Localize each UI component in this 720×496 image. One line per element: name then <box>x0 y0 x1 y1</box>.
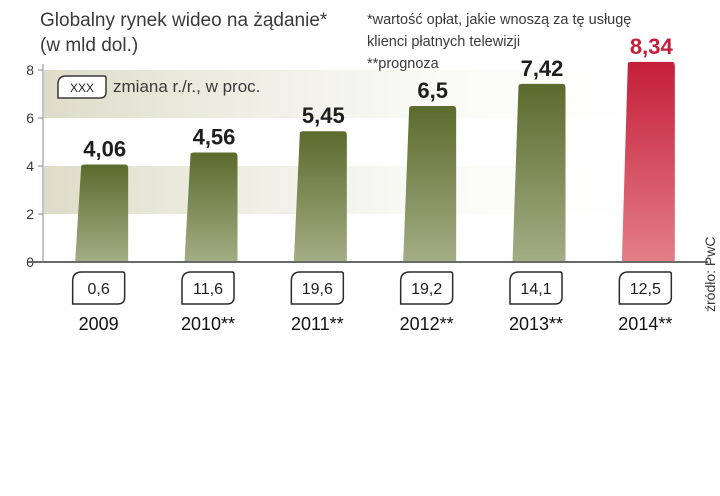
bar-2009 <box>75 164 129 262</box>
value-label: 4,56 <box>193 125 236 150</box>
chart-subtitle: (w mld dol.) <box>40 35 138 56</box>
value-labels: 4,06 4,56 5,45 6,5 7,42 8,34 <box>83 34 673 162</box>
legend-text: zmiana r./r., w proc. <box>113 77 260 96</box>
yoy-change-label: 12,5 <box>630 281 661 298</box>
bar-2010 <box>184 152 238 262</box>
background-bands <box>44 70 700 214</box>
yoy-change-label: 0,6 <box>88 281 110 298</box>
yoy-change-box <box>71 271 126 305</box>
background-band <box>44 166 700 214</box>
bars <box>75 61 675 263</box>
legend-box <box>57 75 107 99</box>
yoy-change-label: 14,1 <box>520 281 551 298</box>
y-tick-label: 6 <box>26 110 34 126</box>
value-label: 5,45 <box>302 103 345 128</box>
yoy-change-boxes: 0,6 11,6 19,6 19,2 14,1 12,5 <box>71 271 673 305</box>
x-tick-label: 2010** <box>181 314 235 334</box>
background-band <box>44 70 700 118</box>
x-tick-label: 2013** <box>509 314 563 334</box>
x-tick-label: 2014** <box>618 314 672 334</box>
footnote-2: klienci płatnych telewizji <box>367 34 520 50</box>
x-tick-label: 2012** <box>400 314 454 334</box>
yoy-change-box <box>181 271 235 305</box>
bar-2014 <box>621 61 675 263</box>
legend: XXX zmiana r./r., w proc. <box>57 75 260 99</box>
bar-2011 <box>293 131 347 262</box>
y-tick-label: 8 <box>26 62 34 78</box>
x-tick-label: 2011** <box>291 314 344 334</box>
bar-2012 <box>403 106 457 262</box>
x-tick-label: 2009 <box>79 314 119 334</box>
y-tick-label: 2 <box>26 206 34 222</box>
value-label: 7,42 <box>521 56 564 81</box>
y-tick-label: 4 <box>26 158 34 174</box>
source-note: źródło: PwC <box>702 237 718 312</box>
yoy-change-label: 11,6 <box>193 281 223 298</box>
value-label: 4,06 <box>83 137 126 162</box>
yoy-change-box <box>290 271 345 305</box>
y-axis-ticks: 02468 <box>26 62 43 270</box>
yoy-change-box <box>618 271 673 305</box>
footnote-1: *wartość opłat, jakie wnoszą za tę usług… <box>367 12 631 28</box>
x-axis-labels: 2009 2010** 2011** 2012** 2013** 2014** <box>79 314 673 334</box>
yoy-change-box <box>399 271 454 305</box>
footnote-3: **prognoza <box>367 56 440 72</box>
value-label: 8,34 <box>630 34 674 59</box>
value-label: 6,5 <box>417 78 448 103</box>
yoy-change-box <box>509 271 563 305</box>
legend-box-label: XXX <box>70 81 94 95</box>
yoy-change-label: 19,2 <box>411 281 442 298</box>
chart-title: Globalny rynek wideo na żądanie* <box>40 10 328 31</box>
yoy-change-label: 19,6 <box>302 281 333 298</box>
bar-2013 <box>512 83 566 262</box>
